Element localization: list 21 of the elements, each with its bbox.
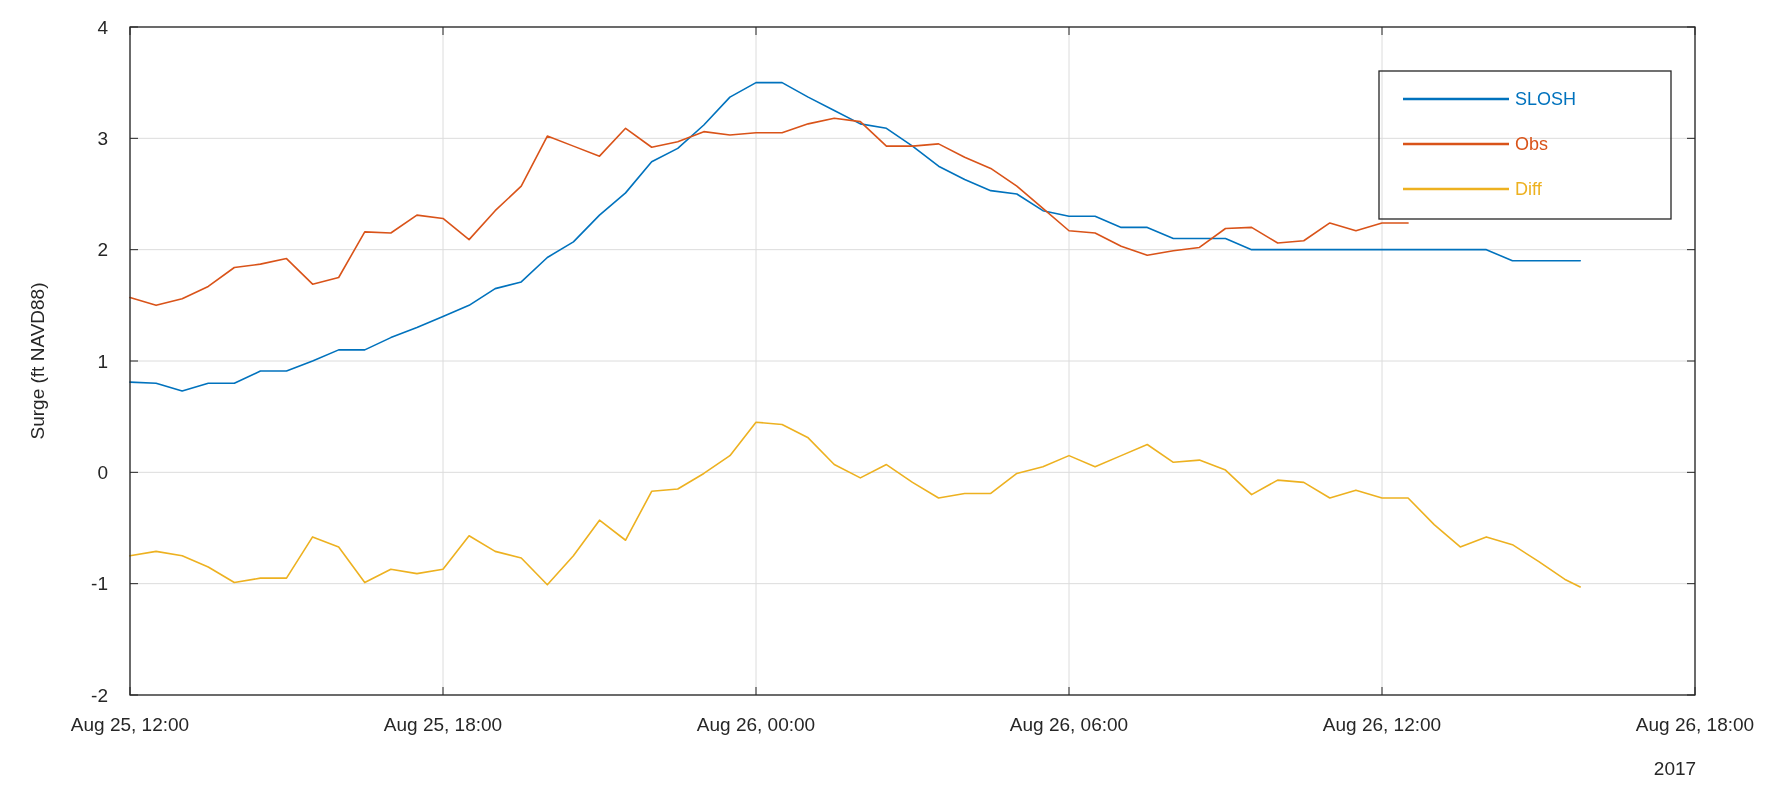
y-tick-label: 3: [97, 127, 108, 149]
x-tick-label: Aug 26, 18:00: [1635, 714, 1755, 735]
text: Obs: [1515, 134, 1549, 154]
line-series: [129, 81, 1582, 392]
x-tick-label: Aug 25, 12:00: [70, 714, 190, 735]
x-tick-label: Aug 25, 18:00: [383, 714, 503, 735]
line-series: [129, 421, 1582, 588]
x-tick-label: Aug 26, 00:00: [696, 714, 816, 735]
y-tick-label: -2: [91, 684, 108, 706]
x-tick-label: Aug 26, 06:00: [1009, 714, 1129, 735]
text: 2017: [1653, 758, 1697, 779]
y-tick-label: 4: [97, 16, 109, 38]
y-axis-title: Surge (ft NAVD88): [27, 282, 48, 440]
text: SLOSH: [1515, 89, 1577, 109]
text: Diff: [1515, 179, 1543, 199]
y-tick-label: -1: [91, 573, 108, 595]
y-tick-label: 2: [97, 239, 108, 261]
x-tick-label: Aug 26, 12:00: [1322, 714, 1442, 735]
y-tick-label: 1: [97, 350, 108, 372]
line-series: [129, 117, 1409, 307]
y-tick-label: 0: [97, 461, 108, 483]
